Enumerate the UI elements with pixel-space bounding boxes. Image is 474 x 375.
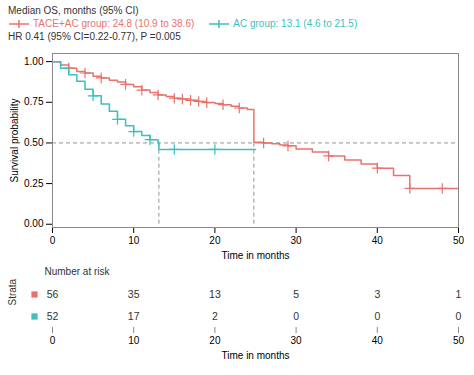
svg-text:20: 20 [209,235,221,246]
svg-text:0: 0 [50,235,56,246]
svg-text:0: 0 [293,310,299,322]
svg-text:35: 35 [128,288,140,300]
svg-text:50: 50 [453,235,465,246]
svg-text:0.50: 0.50 [24,137,44,148]
svg-text:30: 30 [291,235,303,246]
svg-text:52: 52 [47,310,59,322]
svg-text:40: 40 [372,335,384,346]
svg-text:Strata: Strata [7,278,18,305]
svg-text:0: 0 [456,310,462,322]
svg-text:50: 50 [453,335,465,346]
html-text:Median OS, months (95% CI): Median OS, months (95% CI) [8,5,139,16]
html-text:AC group: 13.1 (4.6 to 21.5): AC group: 13.1 (4.6 to 21.5) [233,18,358,29]
svg-text:13: 13 [209,288,221,300]
svg-text:5: 5 [293,288,299,300]
svg-text:3: 3 [374,288,380,300]
svg-text:0.75: 0.75 [24,96,44,107]
html-text:HR 0.41 (95% CI=0.22-0.77), P: HR 0.41 (95% CI=0.22-0.77), P =0.005 [8,31,181,42]
svg-text:0: 0 [374,310,380,322]
svg-text:Time in months: Time in months [222,350,290,361]
svg-text:2: 2 [212,310,218,322]
svg-text:1: 1 [456,288,462,300]
svg-text:17: 17 [128,310,140,322]
svg-text:Survival probability: Survival probability [9,99,20,183]
html-text:TACE+AC group: 24.8 (10.9 to 3: TACE+AC group: 24.8 (10.9 to 38.6) [33,18,195,29]
svg-text:10: 10 [128,235,140,246]
svg-text:30: 30 [291,335,303,346]
svg-text:10: 10 [128,335,140,346]
svg-text:0: 0 [50,335,56,346]
svg-text:0.00: 0.00 [24,218,44,229]
svg-text:Number at risk: Number at risk [45,266,111,277]
svg-text:40: 40 [372,235,384,246]
svg-text:Time in months: Time in months [222,250,290,261]
svg-text:0.25: 0.25 [24,178,44,189]
svg-text:1.00: 1.00 [24,56,44,67]
svg-text:56: 56 [47,288,59,300]
svg-text:20: 20 [209,335,221,346]
